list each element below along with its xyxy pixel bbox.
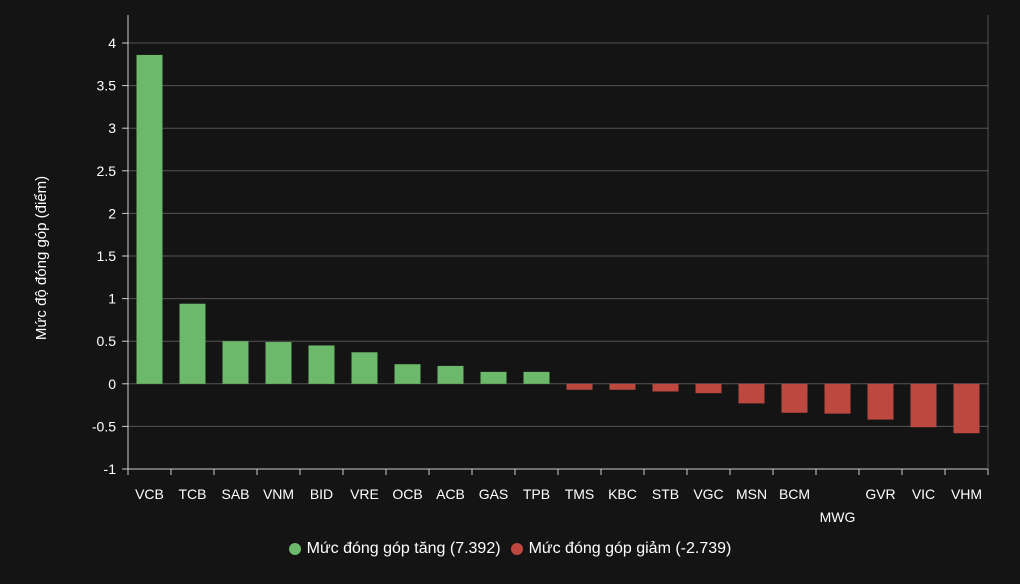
x-tick-label-tcb: TCB [179, 486, 207, 502]
x-tick-label-tms: TMS [565, 486, 595, 502]
y-tick-label: 2 [108, 205, 116, 221]
tick-labels: 4 3.5 3 2.5 2 1.5 1 0.5 0 -0.5 -1 VCB TCB SAB VNM BID VR… [92, 35, 982, 525]
bar-msn[interactable] [738, 383, 765, 404]
y-tick-label: 0.5 [97, 333, 117, 349]
bar-gvr[interactable] [867, 383, 894, 420]
y-tick-label: 0 [108, 376, 116, 392]
y-tick-label: 1.5 [97, 248, 117, 264]
bar-ocb[interactable] [394, 364, 421, 384]
y-axis-title: Mức độ đóng góp (điểm) [33, 176, 50, 340]
bar-gas[interactable] [480, 371, 507, 384]
bar-sab[interactable] [222, 341, 249, 384]
x-tick-label-vnm: VNM [263, 486, 294, 502]
bar-vnm[interactable] [265, 342, 292, 384]
x-tick-label-vre: VRE [350, 486, 379, 502]
axes [122, 15, 989, 475]
bar-tms[interactable] [566, 383, 593, 390]
bar-mwg[interactable] [824, 383, 851, 414]
y-tick-label: 1 [108, 291, 116, 307]
x-tick-label-vic: VIC [912, 486, 935, 502]
y-tick-label: 4 [108, 35, 116, 51]
x-tick-label-gvr: GVR [865, 486, 895, 502]
x-tick-label-vcb: VCB [135, 486, 164, 502]
y-tick-label: 3.5 [97, 78, 117, 94]
x-tick-label-sab: SAB [221, 486, 249, 502]
legend-dot-positive-icon [288, 543, 301, 555]
y-tick-label: -1 [104, 461, 117, 477]
x-tick-label-ocb: OCB [392, 486, 422, 502]
x-tick-label-stb: STB [652, 486, 679, 502]
x-tick-label-vhm: VHM [951, 486, 982, 502]
grid-lines [128, 42, 988, 470]
bar-vcb[interactable] [136, 54, 163, 384]
bar-vgc[interactable] [695, 383, 722, 394]
legend-label-positive: Mức đóng góp tăng (7.392) [306, 540, 501, 557]
legend-item-positive[interactable]: Mức đóng góp tăng (7.392) [288, 540, 501, 558]
x-tick-label-mwg: MWG [820, 509, 856, 525]
bar-acb[interactable] [437, 365, 464, 384]
legend: Mức đóng góp tăng (7.392) Mức đóng góp g… [0, 540, 1020, 558]
bar-stb[interactable] [652, 383, 679, 392]
bar-tpb[interactable] [523, 371, 550, 384]
x-tick-label-kbc: KBC [608, 486, 637, 502]
bar-bid[interactable] [308, 345, 335, 384]
legend-label-negative: Mức đóng góp giảm (-2.739) [528, 540, 732, 557]
bars [136, 54, 980, 434]
x-tick-label-acb: ACB [436, 486, 465, 502]
y-tick-label: -0.5 [92, 418, 116, 434]
legend-dot-negative-icon [510, 543, 523, 555]
bar-tcb[interactable] [179, 303, 206, 384]
x-tick-label-msn: MSN [736, 486, 767, 502]
y-tick-label: 2.5 [97, 163, 117, 179]
bar-vre[interactable] [351, 352, 378, 384]
x-tick-label-bcm: BCM [779, 486, 810, 502]
x-tick-label-bid: BID [310, 486, 333, 502]
legend-item-negative[interactable]: Mức đóng góp giảm (-2.739) [510, 540, 732, 558]
x-tick-label-tpb: TPB [523, 486, 550, 502]
bar-bcm[interactable] [781, 383, 808, 413]
bar-vhm[interactable] [953, 383, 980, 434]
bar-kbc[interactable] [609, 383, 636, 390]
x-tick-label-vgc: VGC [693, 486, 723, 502]
bar-vic[interactable] [910, 383, 937, 428]
x-tick-label-gas: GAS [479, 486, 509, 502]
y-tick-label: 3 [108, 120, 116, 136]
